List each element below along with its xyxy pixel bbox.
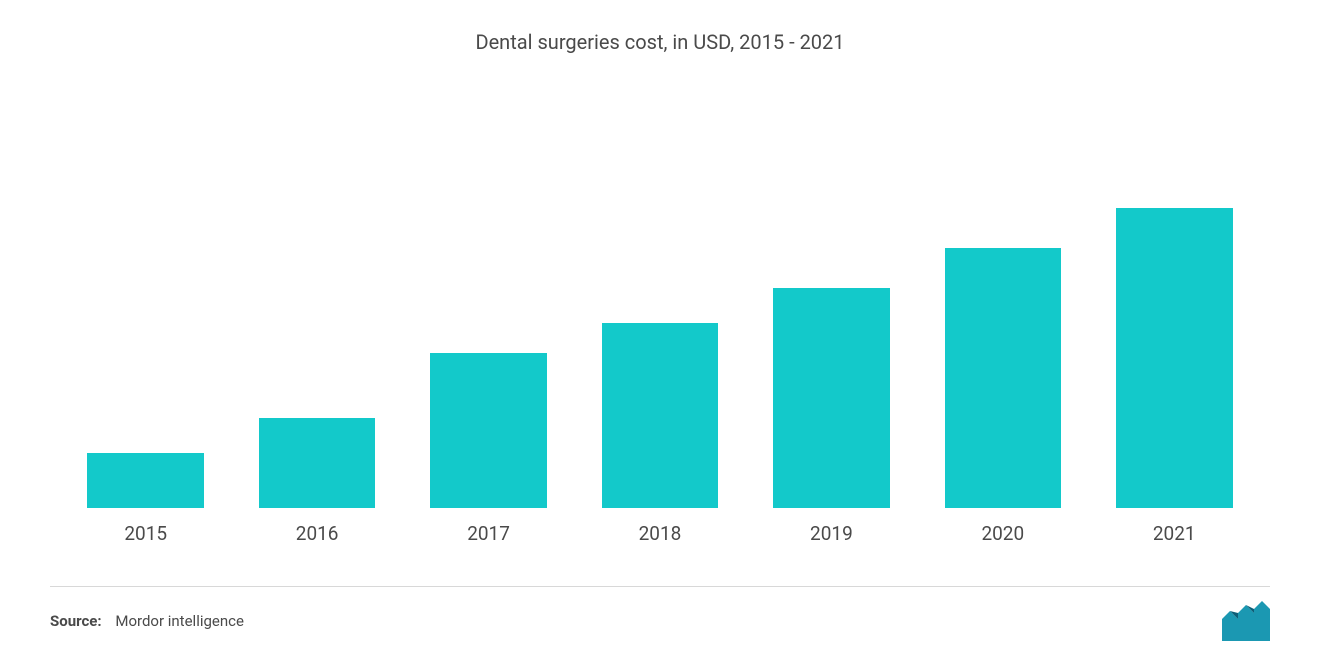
x-axis-labels: 2015 2016 2017 2018 2019 2020 2021 bbox=[50, 508, 1270, 545]
bar-group bbox=[746, 104, 917, 508]
bar-group bbox=[403, 104, 574, 508]
chart-title: Dental surgeries cost, in USD, 2015 - 20… bbox=[50, 30, 1270, 54]
bar-2019 bbox=[773, 288, 890, 508]
x-label: 2015 bbox=[60, 522, 231, 545]
x-label: 2021 bbox=[1089, 522, 1260, 545]
x-label: 2019 bbox=[746, 522, 917, 545]
source-label: Source: bbox=[50, 612, 102, 630]
bar-2021 bbox=[1116, 208, 1233, 508]
bar-group bbox=[1089, 104, 1260, 508]
source-attribution: Source: Mordor intelligence bbox=[50, 612, 244, 630]
x-label: 2020 bbox=[917, 522, 1088, 545]
chart-footer: Source: Mordor intelligence bbox=[50, 586, 1270, 641]
mordor-logo-icon bbox=[1222, 601, 1270, 641]
x-label: 2016 bbox=[231, 522, 402, 545]
bar-2015 bbox=[87, 453, 204, 508]
x-label: 2017 bbox=[403, 522, 574, 545]
bar-group bbox=[231, 104, 402, 508]
bar-2017 bbox=[430, 353, 547, 508]
bar-group bbox=[574, 104, 745, 508]
bar-group bbox=[917, 104, 1088, 508]
bar-2016 bbox=[259, 418, 376, 508]
bar-2018 bbox=[602, 323, 719, 508]
chart-container: Dental surgeries cost, in USD, 2015 - 20… bbox=[0, 0, 1320, 665]
bar-2020 bbox=[945, 248, 1062, 508]
source-value: Mordor intelligence bbox=[115, 612, 244, 630]
bar-group bbox=[60, 104, 231, 508]
x-label: 2018 bbox=[574, 522, 745, 545]
plot-area bbox=[50, 104, 1270, 508]
